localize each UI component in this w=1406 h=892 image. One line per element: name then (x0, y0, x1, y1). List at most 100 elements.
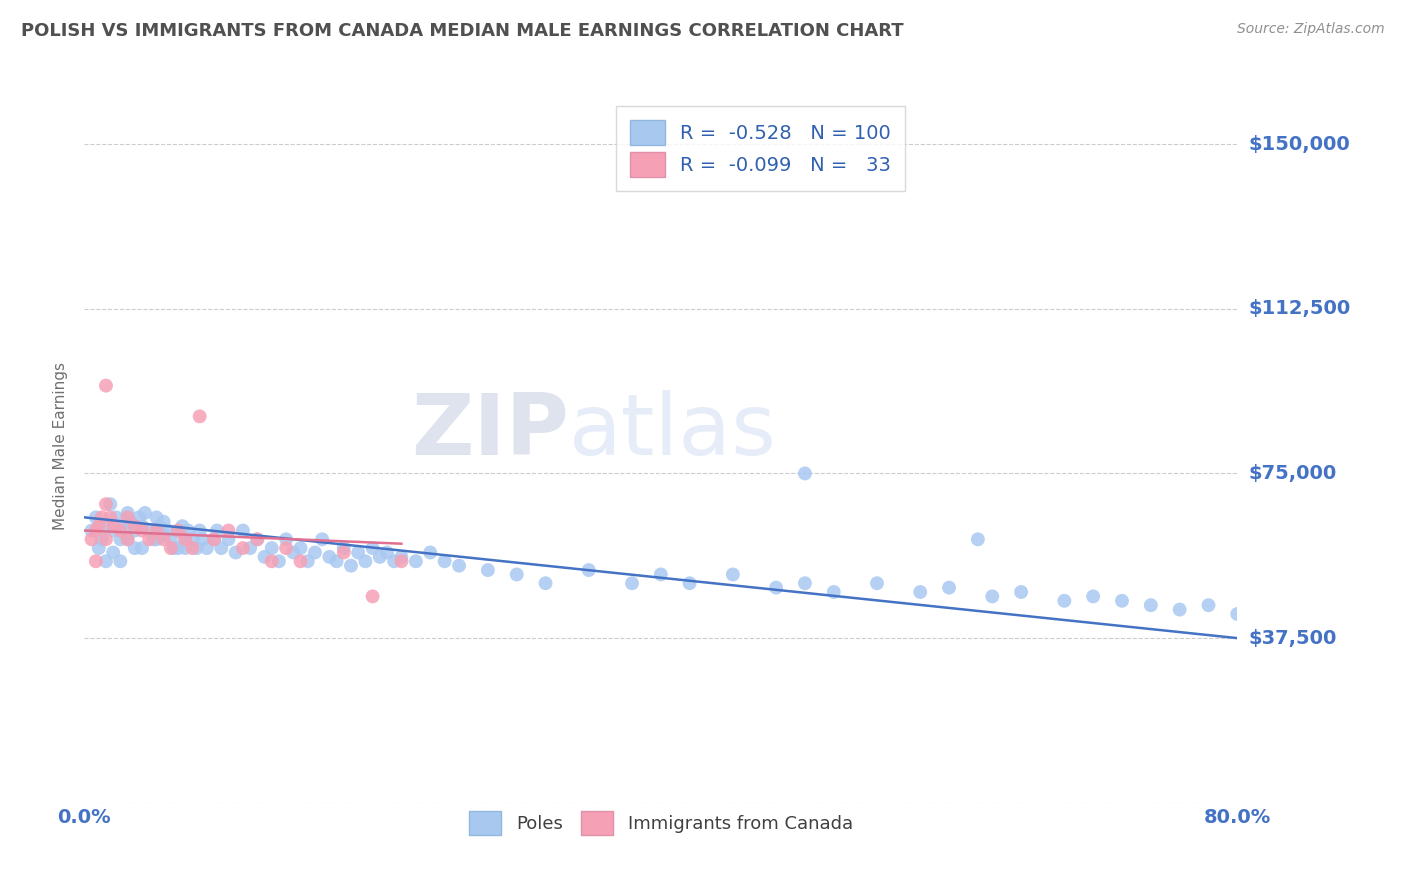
Point (276, 533, 298, 547)
Point (152, 515, 174, 529)
Point (138, 524, 160, 538)
Point (156, 524, 179, 538)
Point (152, 533, 174, 547)
Point (177, 524, 200, 538)
Point (1083, 590, 1105, 604)
Point (311, 533, 333, 547)
Point (391, 549, 413, 564)
Point (103, 524, 124, 538)
Point (449, 558, 471, 573)
Point (361, 541, 384, 555)
Point (218, 524, 240, 538)
Point (110, 524, 132, 538)
Point (195, 541, 218, 555)
Point (138, 533, 160, 547)
Point (84, 510, 107, 524)
Point (94, 519, 117, 533)
Text: $37,500: $37,500 (1249, 629, 1337, 648)
Point (938, 581, 960, 595)
Point (103, 519, 124, 533)
Point (433, 554, 456, 568)
Point (419, 545, 441, 559)
Point (391, 554, 413, 568)
Point (253, 549, 276, 564)
Point (621, 576, 644, 591)
Text: Source: ZipAtlas.com: Source: ZipAtlas.com (1237, 22, 1385, 37)
Point (232, 524, 254, 538)
Point (260, 541, 283, 555)
Point (172, 519, 194, 533)
Legend: Poles, Immigrants from Canada: Poles, Immigrants from Canada (460, 803, 862, 844)
Point (382, 554, 405, 568)
Point (477, 563, 499, 577)
Point (368, 549, 391, 564)
Point (290, 554, 312, 568)
Point (117, 533, 139, 547)
Point (347, 545, 370, 559)
Point (167, 541, 190, 555)
Point (405, 554, 427, 568)
Point (110, 554, 132, 568)
Point (721, 567, 744, 582)
Point (186, 541, 208, 555)
Point (506, 567, 529, 582)
Point (174, 533, 197, 547)
Point (218, 533, 240, 547)
Point (80, 524, 103, 538)
Point (1198, 598, 1220, 612)
Point (283, 545, 305, 559)
Point (1168, 602, 1191, 616)
Point (232, 541, 254, 555)
Point (679, 576, 702, 591)
Point (87, 519, 110, 533)
Point (120, 515, 142, 529)
Point (191, 533, 214, 547)
Point (1010, 585, 1032, 599)
Point (145, 524, 167, 538)
Point (117, 510, 139, 524)
Point (160, 541, 183, 555)
Point (131, 524, 153, 538)
Text: $75,000: $75,000 (1249, 464, 1337, 483)
Point (1140, 598, 1163, 612)
Point (246, 533, 269, 547)
Point (340, 558, 363, 573)
Text: atlas: atlas (568, 390, 776, 474)
Point (80, 533, 103, 547)
Point (267, 554, 290, 568)
Text: $112,500: $112,500 (1249, 300, 1351, 318)
Point (650, 567, 672, 582)
Point (866, 576, 889, 591)
Point (84, 554, 107, 568)
Point (94, 533, 117, 547)
Point (967, 533, 990, 547)
Point (148, 519, 170, 533)
Point (276, 541, 298, 555)
Point (794, 576, 817, 591)
Point (117, 533, 139, 547)
Point (110, 533, 132, 547)
Point (375, 545, 398, 559)
Point (333, 541, 356, 555)
Point (124, 524, 146, 538)
Point (578, 563, 600, 577)
Point (794, 467, 817, 481)
Point (188, 524, 211, 538)
Point (1226, 607, 1249, 621)
Point (910, 585, 932, 599)
Point (202, 533, 225, 547)
Point (94, 378, 117, 392)
Point (87, 541, 110, 555)
Point (160, 533, 183, 547)
Point (114, 519, 136, 533)
Point (304, 545, 326, 559)
Point (103, 545, 124, 559)
Point (361, 590, 384, 604)
Point (181, 533, 204, 547)
Point (131, 519, 153, 533)
Point (84, 524, 107, 538)
Point (152, 528, 174, 542)
Point (167, 524, 190, 538)
Point (124, 541, 146, 555)
Y-axis label: Median Male Earnings: Median Male Earnings (53, 362, 69, 530)
